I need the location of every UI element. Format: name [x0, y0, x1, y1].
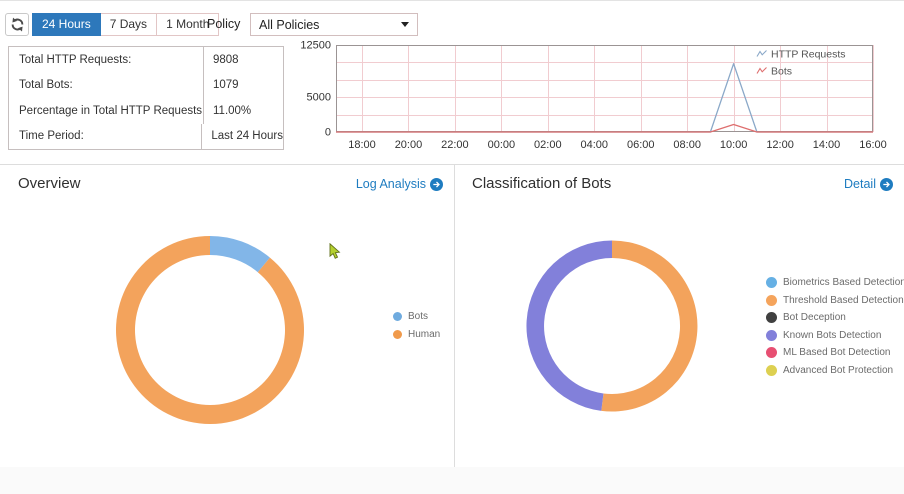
- overview-legend: Bots Human: [393, 307, 440, 343]
- mouse-cursor-icon: [329, 243, 341, 259]
- time-range-button-7-days[interactable]: 7 Days: [99, 13, 158, 36]
- legend-color-dot: [766, 329, 777, 341]
- legend-color-dot: [393, 329, 402, 339]
- refresh-icon: [11, 17, 23, 32]
- stats-value: Last 24 Hours: [211, 130, 283, 143]
- x-axis-tick-label: 02:00: [534, 139, 562, 151]
- legend-item-label: Known Bots Detection: [783, 329, 882, 341]
- legend-item-label: Threshold Based Detection: [783, 294, 904, 306]
- stats-row: Time Period: Last 24 Hours: [9, 123, 283, 149]
- x-axis-tick-label: 16:00: [859, 139, 887, 151]
- donut-slice-threshold-based-detection[interactable]: [601, 240, 698, 412]
- overview-title: Overview: [18, 175, 81, 192]
- dashboard-sections: Overview Log Analysis Bots Human Classifi…: [0, 164, 904, 467]
- bottom-strip: [0, 467, 904, 494]
- x-axis-tick-label: 06:00: [627, 139, 655, 151]
- donut-slice-bots[interactable]: [210, 236, 270, 273]
- log-analysis-link-label: Log Analysis: [355, 177, 426, 191]
- legend-color-dot: [393, 311, 402, 321]
- legend-color-dot: [766, 347, 777, 359]
- traffic-line-chart: HTTP Requests Bots 0 5000 12500 18:00 20:00 22:…: [300, 40, 887, 152]
- classification-section: Classification of Bots Detail Biometrics…: [455, 165, 904, 467]
- detail-link[interactable]: Detail: [844, 177, 893, 191]
- x-axis-tick-label: 12:00: [766, 139, 794, 151]
- legend-color-dot: [766, 277, 777, 289]
- stats-row: Percentage in Total HTTP Requests: 11.00%: [9, 98, 283, 124]
- refresh-button[interactable]: [5, 13, 29, 36]
- donut-slice-human[interactable]: [116, 236, 305, 424]
- legend-item-label: Bot Deception: [783, 312, 846, 324]
- chart-legend-item-http-requests: HTTP Requests: [756, 49, 846, 61]
- legend-item-known-bots-detection: Known Bots Detection: [766, 327, 904, 345]
- series-line-bots: [336, 123, 873, 133]
- classification-donut-chart: [526, 240, 698, 412]
- time-range-group: 24 Hours 7 Days 1 Month: [32, 13, 220, 36]
- overview-donut-chart: [116, 236, 305, 424]
- legend-item-ml-based-bot-detection: ML Based Bot Detection: [766, 344, 904, 362]
- legend-item-label: Advanced Bot Protection: [783, 364, 894, 376]
- x-axis-tick-label: 14:00: [813, 139, 841, 151]
- stats-table: Total HTTP Requests: 9808 Total Bots: 1079 P…: [8, 46, 284, 150]
- detail-link-label: Detail: [844, 177, 876, 191]
- svg-text:Bots: Bots: [771, 66, 792, 78]
- stats-label: Percentage in Total HTTP Requests:: [9, 98, 204, 124]
- policy-dropdown-value: All Policies: [259, 17, 320, 32]
- legend-color-dot: [766, 364, 777, 376]
- legend-color-dot: [766, 294, 777, 306]
- legend-item-label: Biometrics Based Detection: [783, 277, 904, 289]
- stats-value: 11.00%: [213, 104, 252, 117]
- policy-label: Policy: [207, 17, 241, 31]
- classification-legend: Biometrics Based Detection Threshold Base…: [766, 274, 904, 379]
- y-axis-tick-label: 0: [325, 127, 331, 139]
- stats-row: Total Bots: 1079: [9, 72, 283, 98]
- stats-row: Total HTTP Requests: 9808: [9, 47, 283, 73]
- legend-item-label: ML Based Bot Detection: [783, 347, 891, 359]
- arrow-circle-right-icon: [880, 177, 893, 191]
- x-axis-tick-label: 08:00: [673, 139, 701, 151]
- legend-item-advanced-bot-protection: Advanced Bot Protection: [766, 362, 904, 380]
- overview-section: Overview Log Analysis Bots Human: [0, 165, 455, 467]
- legend-item-threshold-based-detection: Threshold Based Detection: [766, 292, 904, 310]
- chevron-down-icon: [401, 22, 409, 27]
- legend-color-dot: [766, 312, 777, 324]
- time-range-button-1-month[interactable]: 1 Month: [156, 13, 220, 36]
- stats-label: Time Period:: [9, 123, 203, 149]
- x-axis-tick-label: 00:00: [488, 139, 516, 151]
- x-axis-tick-label: 22:00: [441, 139, 469, 151]
- stats-value: 1079: [213, 79, 239, 92]
- stats-value: 9808: [213, 53, 239, 66]
- legend-item-label: Human: [408, 328, 441, 340]
- x-axis-tick-label: 18:00: [348, 139, 376, 151]
- x-axis-tick-label: 20:00: [395, 139, 423, 151]
- x-axis-tick-label: 10:00: [720, 139, 748, 151]
- chart-legend-item-bots: Bots: [756, 66, 792, 78]
- donut-slice-known-bots-detection[interactable]: [526, 240, 612, 411]
- legend-item-bots: Bots: [393, 307, 440, 325]
- policy-dropdown[interactable]: All Policies: [250, 13, 418, 36]
- classification-title: Classification of Bots: [472, 175, 612, 192]
- y-axis-tick-label: 12500: [300, 40, 331, 52]
- legend-item-biometrics-based-detection: Biometrics Based Detection: [766, 274, 904, 292]
- y-axis-tick-label: 5000: [307, 92, 331, 104]
- legend-item-bot-deception: Bot Deception: [766, 309, 904, 327]
- log-analysis-link[interactable]: Log Analysis: [356, 177, 443, 191]
- x-axis-tick-label: 04:00: [581, 139, 609, 151]
- svg-text:HTTP Requests: HTTP Requests: [771, 49, 846, 61]
- arrow-circle-right-icon: [430, 177, 443, 191]
- stats-label: Total Bots:: [9, 72, 204, 98]
- legend-item-label: Bots: [408, 310, 429, 322]
- legend-item-human: Human: [393, 325, 440, 343]
- stats-label: Total HTTP Requests:: [9, 47, 204, 73]
- time-range-button-24-hours[interactable]: 24 Hours: [32, 13, 101, 36]
